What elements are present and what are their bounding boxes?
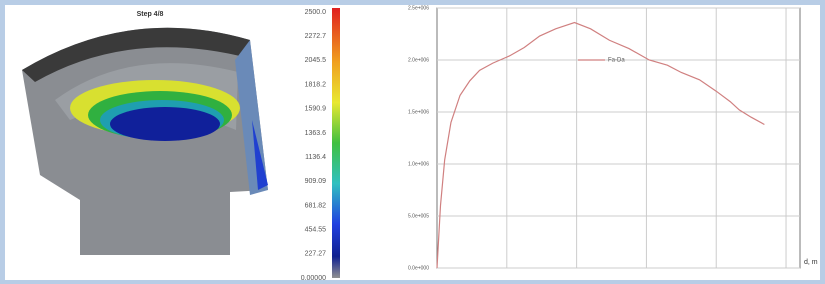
colorbar-label: 909.09 [305, 178, 327, 185]
colorbar-label: 1818.2 [305, 81, 327, 88]
legend-label: Fa-Da [608, 58, 625, 64]
y-tick-label: 1.5e+006 [408, 109, 429, 115]
colorbar-label: 681.82 [305, 202, 327, 209]
colorbar-label: 1363.6 [305, 130, 327, 137]
colorbar-label: 2500.0 [305, 9, 327, 16]
render-title: Step 4/8 [137, 11, 164, 18]
y-tick-label: 1.0e+006 [408, 161, 429, 167]
colorbar-label: 2272.7 [305, 33, 327, 40]
page: Step 4/8 2500.0 2272.7 2045.5 1818.2 1590.9 1… [0, 0, 825, 284]
colorbar-label: 1590.9 [305, 106, 327, 113]
colorbar-label: 2045.5 [305, 57, 327, 64]
colorbar-label: 1136.4 [305, 154, 326, 161]
colorbar-label: 227.27 [305, 251, 327, 258]
y-tick-label: 0.0e+000 [408, 265, 429, 271]
y-tick-label: 5.0e+005 [408, 213, 429, 219]
colorbar-label: 0.00000 [301, 275, 326, 282]
y-tick-label: 2.0e+006 [408, 57, 429, 63]
colorbar [332, 8, 340, 278]
colorbar-label: 454.55 [305, 226, 327, 233]
x-axis-label: d, m [804, 259, 818, 266]
y-tick-label: 2.5e+006 [408, 5, 429, 11]
figure: Step 4/8 2500.0 2272.7 2045.5 1818.2 1590.9 1… [0, 0, 825, 284]
